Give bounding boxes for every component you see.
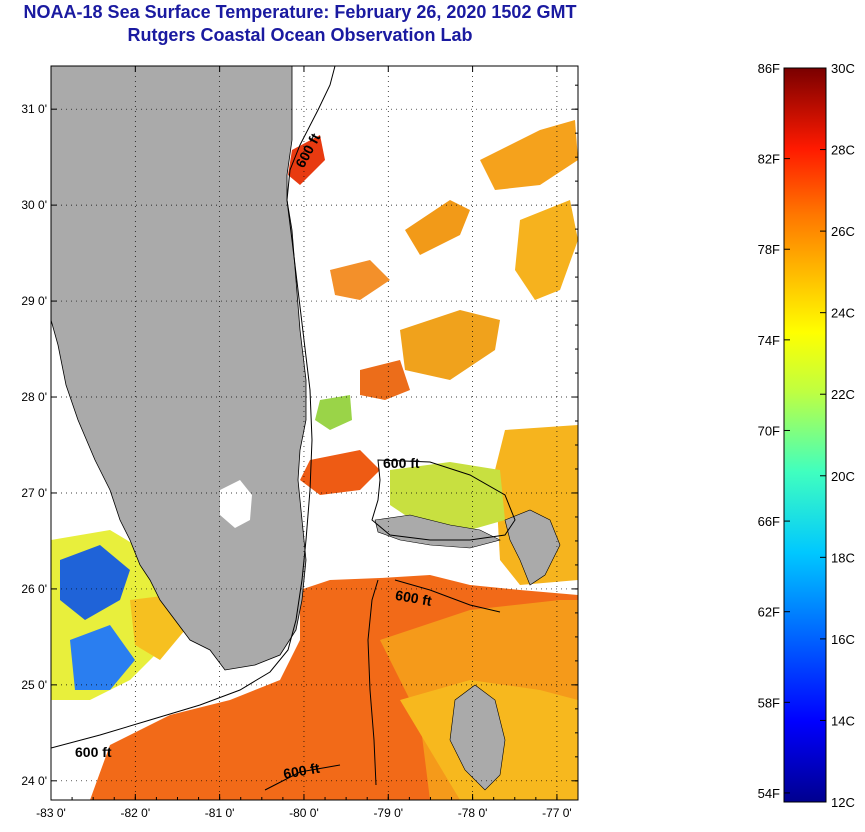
isobath-labels: 600 ft 600 ft 600 ft 600 ft 600 ft (75, 130, 433, 782)
contour-label: 600 ft (394, 587, 433, 609)
colorbar-labels: 30C 28C 26C 24C 22C 20C 18C 16C 14C 12C 86F 82F 78F 7… (758, 61, 855, 810)
colorbar-label-f: 78F (758, 242, 780, 257)
colorbar-label-c: 30C (831, 61, 855, 76)
colorbar-label-c: 22C (831, 387, 855, 402)
lat-tick-label: 25 0' (21, 678, 47, 692)
colorbar-label-c: 26C (831, 224, 855, 239)
land-layer (51, 66, 561, 791)
lon-tick-label: -78 0' (458, 806, 488, 820)
colorbar-label-f: 70F (758, 423, 780, 438)
map-axis-ticks: -83 0' -82 0' -81 0' -80 0' -79 0' -78 0' -77 … (21, 66, 579, 820)
map-subtitle: Rutgers Coastal Ocean Observation Lab (127, 25, 473, 45)
isobath-contours (51, 66, 516, 791)
lat-tick-label: 26 0' (21, 582, 47, 596)
lon-tick-label: -77 0' (542, 806, 572, 820)
contour-label: 600 ft (75, 744, 112, 760)
colorbar-label-f: 62F (758, 605, 780, 620)
colorbar-label-f: 54F (758, 786, 780, 801)
map-frame (50, 65, 579, 801)
lat-tick-label: 27 0' (21, 486, 47, 500)
lon-tick-label: -80 0' (289, 806, 319, 820)
colorbar-label-c: 14C (831, 713, 855, 728)
colorbar-label-f: 86F (758, 61, 780, 76)
lat-tick-label: 29 0' (21, 294, 47, 308)
colorbar-label-c: 20C (831, 469, 855, 484)
colorbar-label-c: 28C (831, 143, 855, 158)
contour-label: 600 ft (282, 760, 321, 782)
colorbar-label-c: 18C (831, 550, 855, 565)
lon-tick-label: -83 0' (36, 806, 66, 820)
colorbar-label-f: 58F (758, 695, 780, 710)
lat-tick-label: 30 0' (21, 198, 47, 212)
colorbar-label-f: 66F (758, 514, 780, 529)
lon-tick-label: -82 0' (120, 806, 150, 820)
colorbar-label-c: 24C (831, 306, 855, 321)
lon-tick-label: -81 0' (205, 806, 235, 820)
colorbar-label-c: 12C (831, 795, 855, 810)
map-title: NOAA-18 Sea Surface Temperature: Februar… (23, 2, 577, 22)
lat-tick-label: 24 0' (21, 774, 47, 788)
lon-tick-label: -79 0' (373, 806, 403, 820)
contour-label: 600 ft (383, 455, 420, 471)
lat-tick-label: 28 0' (21, 390, 47, 404)
lat-tick-label: 31 0' (21, 102, 47, 116)
colorbar-label-f: 82F (758, 152, 780, 167)
colorbar (783, 67, 827, 803)
colorbar-label-c: 16C (831, 632, 855, 647)
colorbar-label-f: 74F (758, 333, 780, 348)
